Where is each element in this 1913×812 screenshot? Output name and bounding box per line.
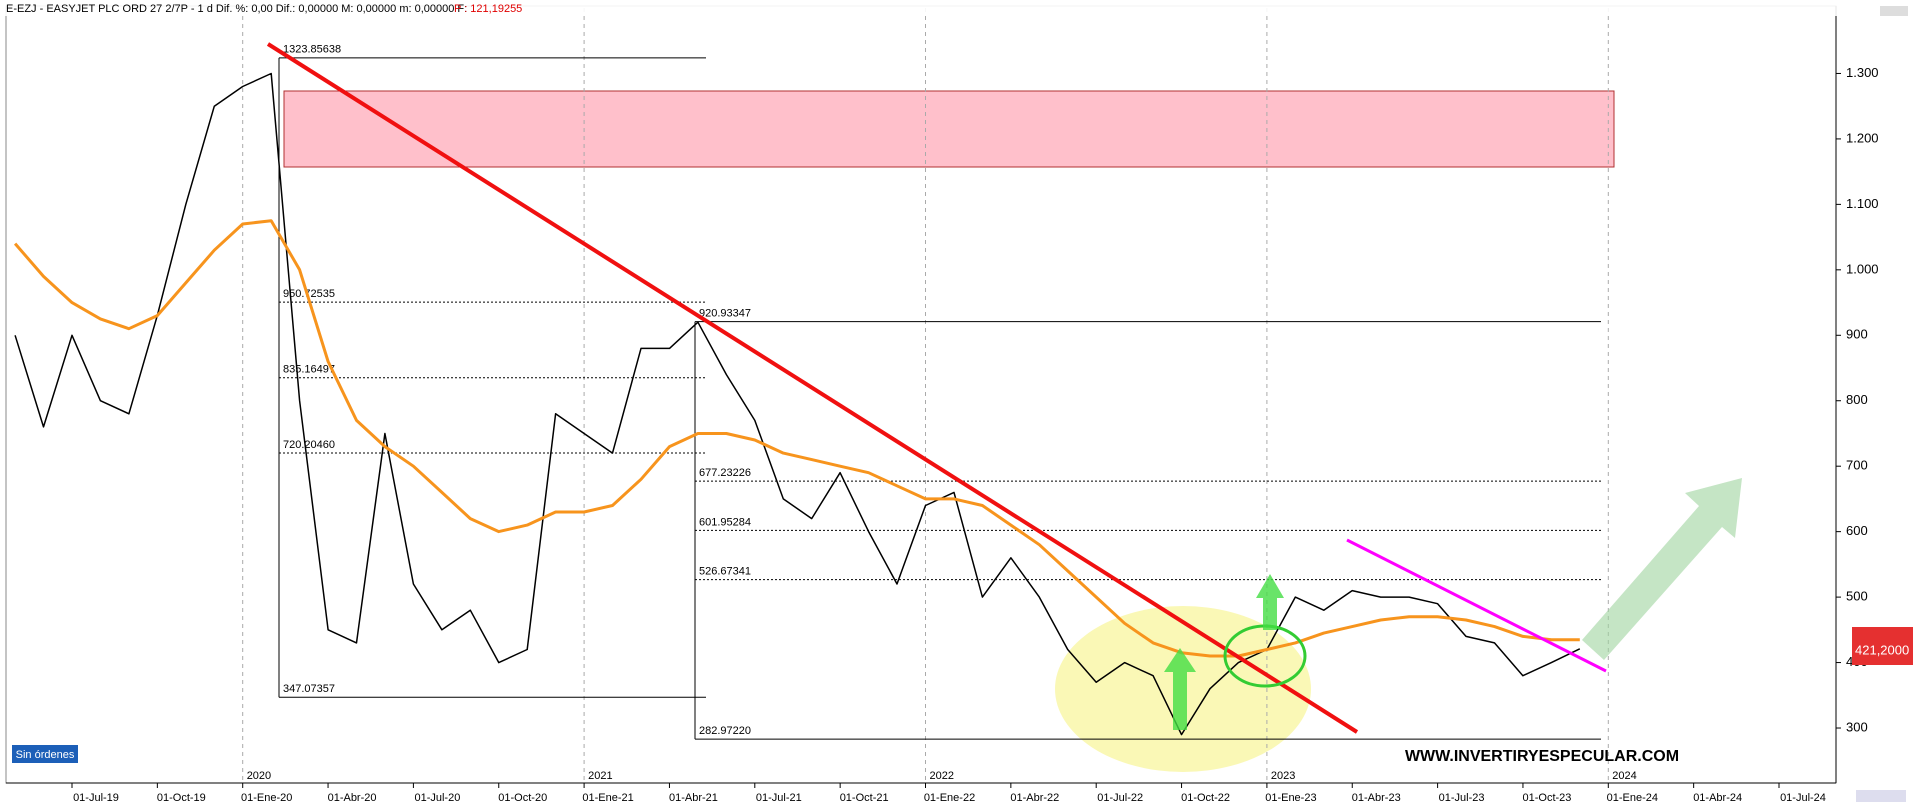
x-tick-label: 01-Ene-22 — [924, 792, 975, 804]
y-tick-label: 300 — [1846, 719, 1868, 734]
price-line — [14, 72, 1581, 736]
x-tick-label: 01-Oct-23 — [1522, 792, 1571, 804]
header-title: E-EZJ - EASYJET PLC ORD 27 2/7P - 1 d Di… — [6, 3, 467, 15]
trend-line-2 — [1346, 538, 1607, 673]
x-tick-label: 01-Jul-21 — [756, 792, 802, 804]
year-label: 2022 — [930, 770, 954, 782]
status-box — [12, 745, 78, 763]
x-tick-label: 01-Abr-22 — [1010, 792, 1059, 804]
level-label: 835.16497 — [283, 364, 335, 376]
y-tick-label: 1.300 — [1846, 65, 1879, 80]
level-label: 720.20460 — [283, 439, 335, 451]
last-price: 421,2000 — [1855, 642, 1909, 657]
year-label: 2023 — [1271, 770, 1295, 782]
x-tick-label: 01-Ene-20 — [241, 792, 292, 804]
x-tick-label: 01-Ene-23 — [1265, 792, 1316, 804]
y-tick-label: 900 — [1846, 327, 1868, 342]
level-label: 282.97220 — [699, 725, 751, 737]
level-label: 950.72535 — [283, 288, 335, 300]
x-tick-label: 01-Jul-20 — [414, 792, 460, 804]
y-tick-label: 1.200 — [1846, 130, 1879, 145]
resistance-zone — [283, 90, 1615, 168]
y-tick-label: 800 — [1846, 392, 1868, 407]
x-tick-label: 01-Abr-24 — [1693, 792, 1742, 804]
y-tick-label: 600 — [1846, 523, 1868, 538]
y-tick-label: 1.100 — [1846, 196, 1879, 211]
arrow — [1582, 478, 1742, 660]
x-tick-label: 01-Jul-22 — [1097, 792, 1143, 804]
trend-line — [266, 42, 1359, 734]
level-label: 601.95284 — [699, 516, 751, 528]
level-label: 677.23226 — [699, 467, 751, 479]
x-tick-label: 01-Oct-19 — [157, 792, 206, 804]
x-tick-label: 01-Jul-19 — [73, 792, 119, 804]
scroll-control[interactable] — [1856, 790, 1906, 802]
watermark: WWW.INVERTIRYESPECULAR.COM — [1405, 748, 1679, 765]
arrow — [1164, 648, 1196, 730]
moving-average — [13, 219, 1580, 658]
level-label: 1323.85638 — [283, 44, 341, 56]
window-control[interactable] — [1880, 6, 1908, 16]
x-tick-label: 01-Abr-21 — [669, 792, 718, 804]
level-label: 347.07357 — [283, 683, 335, 695]
level-label: 526.67341 — [699, 566, 751, 578]
header-price: P : 121,19255 — [454, 3, 522, 15]
year-label: 2020 — [247, 770, 271, 782]
year-label: 2024 — [1612, 770, 1636, 782]
year-label: 2021 — [588, 770, 612, 782]
x-tick-label: 01-Ene-21 — [582, 792, 633, 804]
x-tick-label: 01-Oct-21 — [840, 792, 889, 804]
x-tick-label: 01-Ene-24 — [1607, 792, 1658, 804]
y-tick-label: 1.000 — [1846, 261, 1879, 276]
x-tick-label: 01-Abr-23 — [1352, 792, 1401, 804]
y-tick-label: 500 — [1846, 589, 1868, 604]
x-tick-label: 01-Jul-23 — [1439, 792, 1485, 804]
level-label: 920.93347 — [699, 307, 751, 319]
status: Sin órdenes — [16, 749, 75, 761]
price-box — [1852, 627, 1913, 665]
x-tick-label: 01-Oct-22 — [1181, 792, 1230, 804]
y-tick-label: 700 — [1846, 458, 1868, 473]
x-tick-label: 01-Abr-20 — [328, 792, 377, 804]
header-bar — [0, 0, 1913, 16]
arrow — [1256, 574, 1284, 630]
x-tick-label: 01-Jul-24 — [1780, 792, 1826, 804]
x-tick-label: 01-Oct-20 — [498, 792, 547, 804]
